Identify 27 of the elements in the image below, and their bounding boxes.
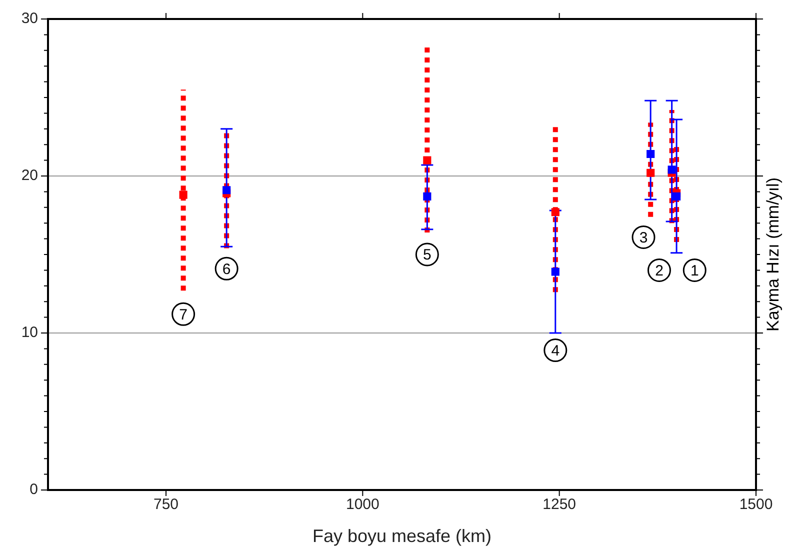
y-tick-label: 10 bbox=[21, 324, 38, 342]
point bbox=[646, 150, 655, 158]
point bbox=[423, 156, 432, 164]
point bbox=[551, 208, 560, 216]
y-tick-label: 20 bbox=[21, 167, 38, 184]
annotation: 7 bbox=[179, 306, 188, 324]
y-axis-title: Kayma Hızı (mm/yıl) bbox=[764, 178, 783, 332]
annotation: 2 bbox=[655, 262, 664, 280]
x-tick-label: 1000 bbox=[346, 496, 380, 514]
annotation: 3 bbox=[639, 229, 648, 246]
point bbox=[672, 192, 681, 200]
annotation: 6 bbox=[222, 260, 231, 278]
x-tick-label: 1250 bbox=[542, 496, 576, 514]
point bbox=[222, 186, 231, 194]
point bbox=[668, 166, 676, 174]
point bbox=[423, 192, 432, 200]
x-axis-title: Fay boyu mesafe (km) bbox=[312, 526, 492, 546]
y-tick-label: 0 bbox=[30, 481, 38, 498]
annotation: 5 bbox=[423, 246, 432, 264]
x-tick-label: 750 bbox=[153, 496, 179, 514]
point bbox=[179, 190, 188, 199]
annotation: 4 bbox=[551, 342, 560, 360]
y-tick-label: 30 bbox=[21, 10, 38, 28]
point bbox=[646, 168, 655, 177]
point bbox=[551, 268, 560, 276]
x-tick-label: 1500 bbox=[739, 496, 773, 514]
annotation: 1 bbox=[690, 262, 699, 280]
